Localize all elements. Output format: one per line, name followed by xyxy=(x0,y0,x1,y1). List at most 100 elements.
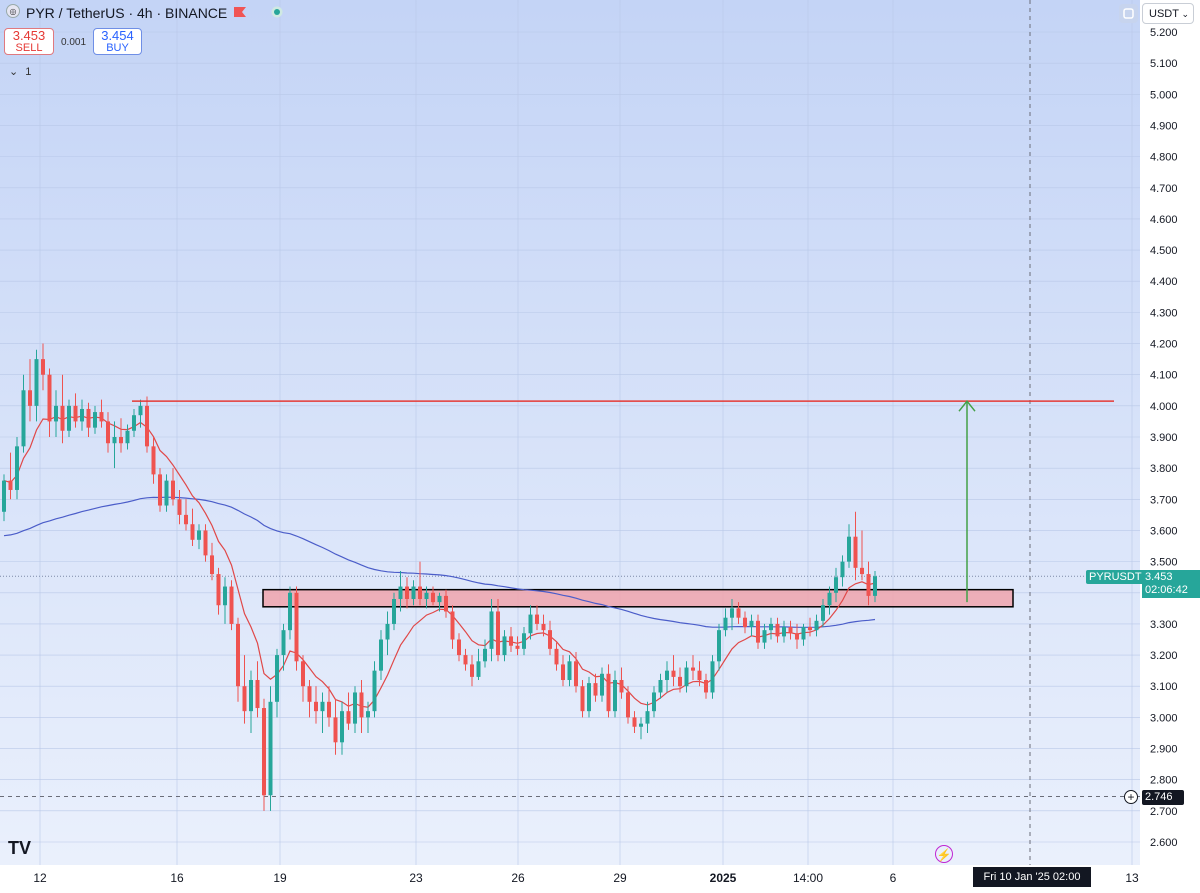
candle-body xyxy=(54,405,58,422)
candle-body xyxy=(372,670,377,712)
chart-header: ◎ PYR / TetherUS · 4h · BINANCE xyxy=(6,4,283,21)
price-tick-label: 4.900 xyxy=(1150,120,1178,132)
candle-body xyxy=(229,586,234,624)
candle-body xyxy=(125,430,130,444)
indicators-toggle[interactable]: ⌄ 1 xyxy=(9,65,31,78)
chart-background xyxy=(0,0,1140,865)
slow-moving-average xyxy=(3,496,876,628)
symbol-logo-icon: ◎ xyxy=(6,4,20,21)
candle-body xyxy=(93,412,97,428)
candle-body xyxy=(697,670,702,681)
candle-body xyxy=(678,676,682,687)
price-tick-label: 3.900 xyxy=(1150,432,1178,444)
candle-body xyxy=(626,692,630,718)
lightning-icon[interactable]: ⚡ xyxy=(935,845,953,863)
candle-body xyxy=(470,664,474,677)
candle-body xyxy=(99,412,104,422)
price-tick-label: 2.800 xyxy=(1150,775,1178,787)
candle-body xyxy=(184,514,188,525)
candle-body xyxy=(665,670,669,681)
currency-select[interactable]: USDT ⌄ xyxy=(1142,3,1194,24)
crosshair-time-tag: Fri 10 Jan '25 02:00 xyxy=(973,867,1091,887)
candle-body xyxy=(418,586,422,600)
market-open-dot-icon xyxy=(271,5,283,21)
candle-body xyxy=(522,633,526,649)
candle-body xyxy=(34,359,39,406)
candle-body xyxy=(509,636,513,646)
candle-body xyxy=(483,648,487,662)
candle-body xyxy=(203,530,208,556)
sell-button[interactable]: 3.453 SELL xyxy=(4,28,54,55)
time-tick-label: 19 xyxy=(273,871,287,885)
candle-body xyxy=(158,474,162,506)
candle-body xyxy=(496,611,500,656)
price-tick-label: 5.200 xyxy=(1150,27,1178,39)
price-tick-label: 4.600 xyxy=(1150,214,1178,226)
price-tick-label: 4.800 xyxy=(1150,152,1178,164)
flag-icon[interactable] xyxy=(233,5,247,21)
candle-body xyxy=(333,717,338,743)
candle-body xyxy=(444,595,448,612)
candle-body xyxy=(288,592,292,631)
add-alert-plus-icon[interactable]: + xyxy=(1124,790,1138,804)
candle-body xyxy=(119,437,123,444)
chart-overlays xyxy=(132,399,1114,603)
candle-body xyxy=(775,623,780,637)
candle-body xyxy=(320,701,325,712)
candle-body xyxy=(353,692,357,724)
candle-body xyxy=(366,711,370,718)
candle-body xyxy=(8,480,13,490)
candle-body xyxy=(476,661,481,677)
candle-body xyxy=(262,708,266,796)
candle-body xyxy=(236,623,240,687)
candle-body xyxy=(502,636,507,656)
price-tick-label: 3.800 xyxy=(1150,463,1178,475)
candle-body xyxy=(327,701,331,718)
time-tick-label: 26 xyxy=(511,871,525,885)
time-tick-label: 6 xyxy=(890,871,897,885)
price-tick-label: 3.100 xyxy=(1150,681,1178,693)
candle-body xyxy=(639,723,643,727)
candle-body xyxy=(145,405,149,447)
candle-body xyxy=(80,408,84,422)
scale-lock-icon[interactable] xyxy=(1119,4,1138,23)
slow-ma-line xyxy=(3,496,876,628)
candle-body xyxy=(463,655,468,665)
candle-body xyxy=(795,633,799,640)
candle-body xyxy=(749,620,754,628)
candle-body xyxy=(489,611,494,649)
candle-body xyxy=(294,592,299,662)
price-tick-label: 4.400 xyxy=(1150,276,1178,288)
candle-body xyxy=(392,599,396,624)
candle-body xyxy=(190,524,195,540)
candle-body xyxy=(548,630,552,649)
candle-body xyxy=(255,680,260,709)
candle-body xyxy=(28,390,32,406)
candle-body xyxy=(138,405,143,416)
candle-body xyxy=(535,614,539,624)
price-tick-label: 3.700 xyxy=(1150,494,1178,506)
price-tick-label: 4.000 xyxy=(1150,401,1178,413)
tradingview-logo-icon[interactable]: TV xyxy=(8,838,32,858)
price-tick-label: 3.200 xyxy=(1150,650,1178,662)
candle-body xyxy=(379,639,383,671)
sell-price: 3.453 xyxy=(12,28,46,43)
candle-body xyxy=(658,680,663,693)
chart-title[interactable]: PYR / TetherUS · 4h · BINANCE xyxy=(26,4,228,21)
candle-body xyxy=(450,611,455,640)
candle-body xyxy=(242,686,247,712)
candle-body xyxy=(684,667,689,687)
symbol-price-tag: PYRUSDT xyxy=(1086,570,1145,584)
candle-body xyxy=(743,617,747,628)
price-axis: 5.200 5.100 5.000 4.900 4.800 4.700 4.600 4.500… xyxy=(1150,27,1178,849)
candle-body xyxy=(457,639,461,656)
candle-body xyxy=(41,359,45,375)
candle-body xyxy=(821,605,825,621)
candle-body xyxy=(210,555,214,575)
candle-body xyxy=(827,592,832,606)
price-tick-label: 4.100 xyxy=(1150,370,1178,382)
candle-body xyxy=(47,374,52,422)
buy-button[interactable]: 3.454 BUY xyxy=(93,28,142,55)
time-tick-label: 16 xyxy=(170,871,184,885)
